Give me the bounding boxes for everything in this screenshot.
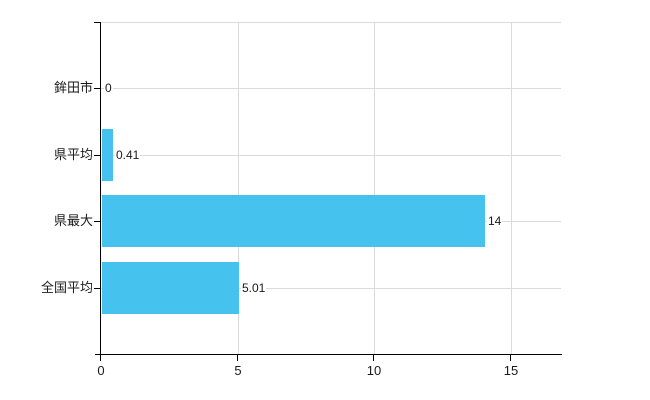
gridline-horizontal xyxy=(101,288,561,289)
gridline-vertical xyxy=(238,22,239,354)
gridline-horizontal xyxy=(101,22,561,23)
category-label: 県最大 xyxy=(53,213,93,228)
bar-value-label: 0.41 xyxy=(115,148,141,162)
x-axis-tick xyxy=(510,355,511,361)
category-label: 鉾田市 xyxy=(53,80,93,95)
y-axis-tick xyxy=(94,221,100,222)
bar-全国平均 xyxy=(102,262,239,314)
gridline-horizontal xyxy=(101,88,561,89)
bar-県平均 xyxy=(102,129,113,181)
y-axis-tick xyxy=(94,88,100,89)
gridline-horizontal xyxy=(101,155,561,156)
category-label: 県平均 xyxy=(53,147,93,162)
category-label: 全国平均 xyxy=(40,280,93,295)
y-axis-line xyxy=(100,22,101,354)
bar-県最大 xyxy=(102,195,485,247)
x-tick-label: 15 xyxy=(503,363,519,378)
bar-value-label: 5.01 xyxy=(241,281,267,295)
bar-value-label: 0 xyxy=(104,81,113,95)
y-axis-tick xyxy=(94,22,100,23)
gridline-vertical xyxy=(374,22,375,354)
bar-value-label: 14 xyxy=(487,214,503,228)
y-axis-tick xyxy=(94,155,100,156)
gridline-vertical xyxy=(511,22,512,354)
x-axis-tick xyxy=(237,355,238,361)
x-axis-tick xyxy=(373,355,374,361)
x-tick-label: 10 xyxy=(366,363,382,378)
y-axis-tick xyxy=(94,288,100,289)
x-tick-label: 5 xyxy=(234,363,242,378)
x-axis-line xyxy=(95,354,562,355)
x-axis-tick xyxy=(100,355,101,361)
x-tick-label: 0 xyxy=(97,363,105,378)
